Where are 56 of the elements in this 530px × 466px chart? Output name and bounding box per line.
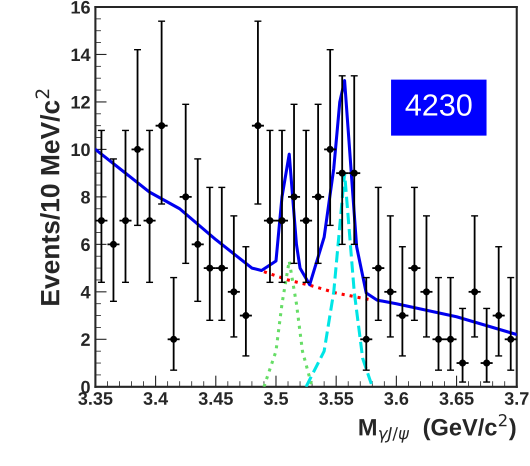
point (206, 264, 214, 272)
x-tick-label: 3.45 (198, 392, 233, 405)
annotation: 4230 (406, 94, 472, 116)
point (326, 146, 334, 153)
point (98, 217, 105, 224)
y-tick-label: 8 (81, 190, 90, 204)
point (158, 122, 166, 130)
point (242, 312, 250, 320)
point (170, 336, 178, 343)
point (362, 336, 370, 343)
y-tick-label: 4 (80, 286, 90, 298)
point (374, 264, 382, 272)
point (194, 240, 202, 248)
point (134, 146, 142, 153)
line-series (262, 259, 314, 387)
y-tick-label: 16 (72, 0, 90, 14)
x-tick-label: 3.65 (439, 392, 474, 405)
point (398, 312, 406, 320)
point (182, 193, 190, 200)
point (290, 193, 298, 200)
y-tick-label: 12 (72, 96, 90, 108)
x-tick-label: 3.7 (504, 392, 529, 405)
x-tick-label: 3.4 (143, 392, 168, 405)
y-tick-label: 2 (81, 333, 90, 346)
y-tick-label: 0 (81, 380, 90, 394)
point (230, 288, 238, 296)
x-tick-label: 3.55 (319, 392, 354, 405)
x-tick-label: 3.5 (264, 392, 288, 405)
point (434, 336, 442, 343)
y-tick-label: 6 (81, 238, 90, 252)
point (422, 288, 430, 296)
x-tick-label: 3.6 (384, 392, 408, 405)
point (254, 122, 262, 130)
point (266, 217, 274, 224)
point (146, 217, 154, 224)
y-tick-label: 10 (72, 143, 90, 156)
point (507, 336, 514, 343)
point (410, 264, 418, 272)
point (314, 193, 322, 200)
y-tick-label: 14 (72, 48, 90, 62)
y-axis-title: Events/10 MeV/c$^{2}$ (35, 90, 60, 305)
point (447, 336, 454, 343)
point (350, 170, 358, 177)
point (471, 288, 478, 296)
point (110, 240, 117, 248)
point (302, 217, 310, 224)
point (122, 217, 130, 224)
point (386, 288, 394, 296)
point (278, 217, 286, 224)
point (483, 360, 490, 367)
x-axis-title: M$_{γJ/ψ}$ (GeV/c$^{2}$) (359, 414, 516, 443)
point (218, 264, 226, 272)
point (459, 360, 466, 367)
point (338, 170, 346, 177)
x-tick-label: 3.35 (78, 392, 112, 405)
point (495, 312, 502, 320)
